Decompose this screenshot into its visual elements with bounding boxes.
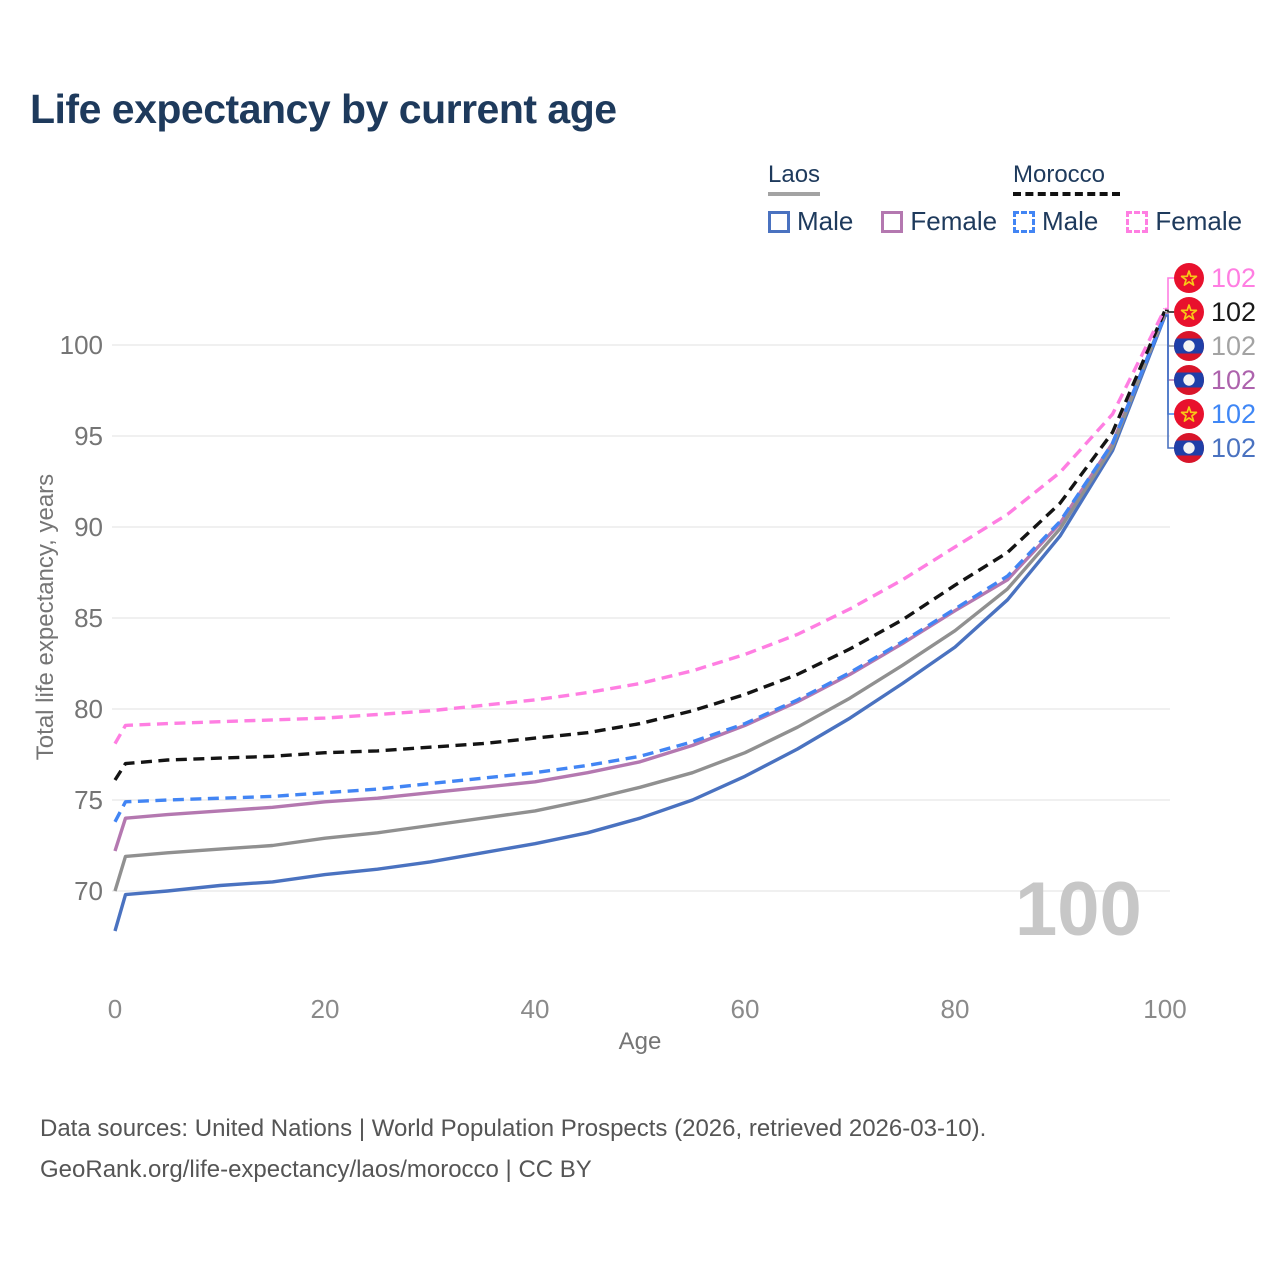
x-tick-label: 60 xyxy=(731,994,760,1024)
data-source-attribution: Data sources: United Nations | World Pop… xyxy=(40,1108,986,1191)
leader-line-laos-male xyxy=(1165,315,1175,449)
series-line-laos-female xyxy=(113,313,1167,852)
laos-male-swatch xyxy=(768,210,790,233)
legend-item-morocco-female[interactable]: Female xyxy=(1126,206,1242,237)
morocco-flag-icon xyxy=(1174,297,1204,327)
end-label-morocco-both-sexes: 102 xyxy=(1174,297,1256,327)
morocco-flag-icon xyxy=(1174,263,1204,293)
end-label-value: 102 xyxy=(1211,296,1257,327)
data-source-line: Data sources: United Nations | World Pop… xyxy=(40,1115,987,1142)
end-label-morocco-male: 102 xyxy=(1174,399,1256,429)
laos-flag-icon xyxy=(1174,433,1204,463)
series-line-laos-male xyxy=(113,315,1167,932)
laos-female-swatch xyxy=(881,210,904,233)
attribution-link-line: GeoRank.org/life-expectancy/laos/morocco… xyxy=(40,1156,592,1184)
end-label-value: 102 xyxy=(1211,262,1257,293)
x-tick-label: 40 xyxy=(521,994,550,1024)
y-tick-label: 80 xyxy=(74,694,103,724)
legend-label-morocco-male: Male xyxy=(1042,206,1099,237)
series-line-morocco-male xyxy=(113,314,1167,823)
series-line-laos-both-sexes xyxy=(113,312,1167,892)
legend-label-morocco-female: Female xyxy=(1155,206,1243,237)
leader-line-morocco-both-sexes xyxy=(1165,309,1175,313)
legend-group-morocco: Morocco Male Female xyxy=(1013,161,1242,237)
laos-flag-icon xyxy=(1174,331,1204,361)
morocco-male-swatch xyxy=(1013,210,1035,233)
end-label-laos-male: 102 xyxy=(1174,433,1256,463)
end-label-value: 102 xyxy=(1211,432,1257,463)
series-line-morocco-female xyxy=(113,307,1167,745)
legend-label-laos-male: Male xyxy=(797,206,854,237)
legend-item-morocco-male[interactable]: Male xyxy=(1013,206,1098,237)
y-axis-title: Total life expectancy, years xyxy=(32,473,59,761)
y-tick-label: 85 xyxy=(74,603,103,633)
y-tick-label: 75 xyxy=(74,785,103,815)
end-label-value: 102 xyxy=(1211,330,1257,361)
morocco-female-swatch xyxy=(1126,210,1149,233)
legend-item-laos-female[interactable]: Female xyxy=(881,206,997,237)
legend-label-laos-female: Female xyxy=(910,206,998,237)
page-title: Life expectancy by current age xyxy=(30,86,617,132)
x-tick-label: 20 xyxy=(311,994,340,1024)
end-label-morocco-female: 102 xyxy=(1174,263,1256,293)
end-label-laos-both-sexes: 102 xyxy=(1174,331,1256,361)
age-counter-watermark: 100 xyxy=(1015,867,1142,952)
end-label-value: 102 xyxy=(1211,364,1257,395)
legend-country-morocco[interactable]: Morocco xyxy=(1013,161,1106,188)
y-tick-label: 70 xyxy=(74,876,103,906)
y-tick-label: 95 xyxy=(74,421,103,451)
legend-country-laos[interactable]: Laos xyxy=(768,161,821,188)
end-label-laos-female: 102 xyxy=(1174,365,1256,395)
laos-flag-icon xyxy=(1174,365,1204,395)
morocco-line-style-swatch xyxy=(1013,192,1120,197)
morocco-flag-icon xyxy=(1174,399,1204,429)
legend-group-laos: Laos Male Female xyxy=(768,161,997,237)
x-axis-title: Age xyxy=(618,1028,662,1055)
series-line-morocco-both-sexes xyxy=(113,309,1167,781)
y-tick-label: 100 xyxy=(60,330,103,360)
x-tick-label: 0 xyxy=(108,994,122,1024)
y-tick-label: 90 xyxy=(74,512,103,542)
legend-item-laos-male[interactable]: Male xyxy=(768,206,853,237)
laos-line-style-swatch xyxy=(768,192,820,197)
end-label-value: 102 xyxy=(1211,398,1257,429)
x-tick-label: 100 xyxy=(1143,994,1186,1024)
leader-line-morocco-female xyxy=(1165,277,1175,310)
x-tick-label: 80 xyxy=(941,994,970,1024)
